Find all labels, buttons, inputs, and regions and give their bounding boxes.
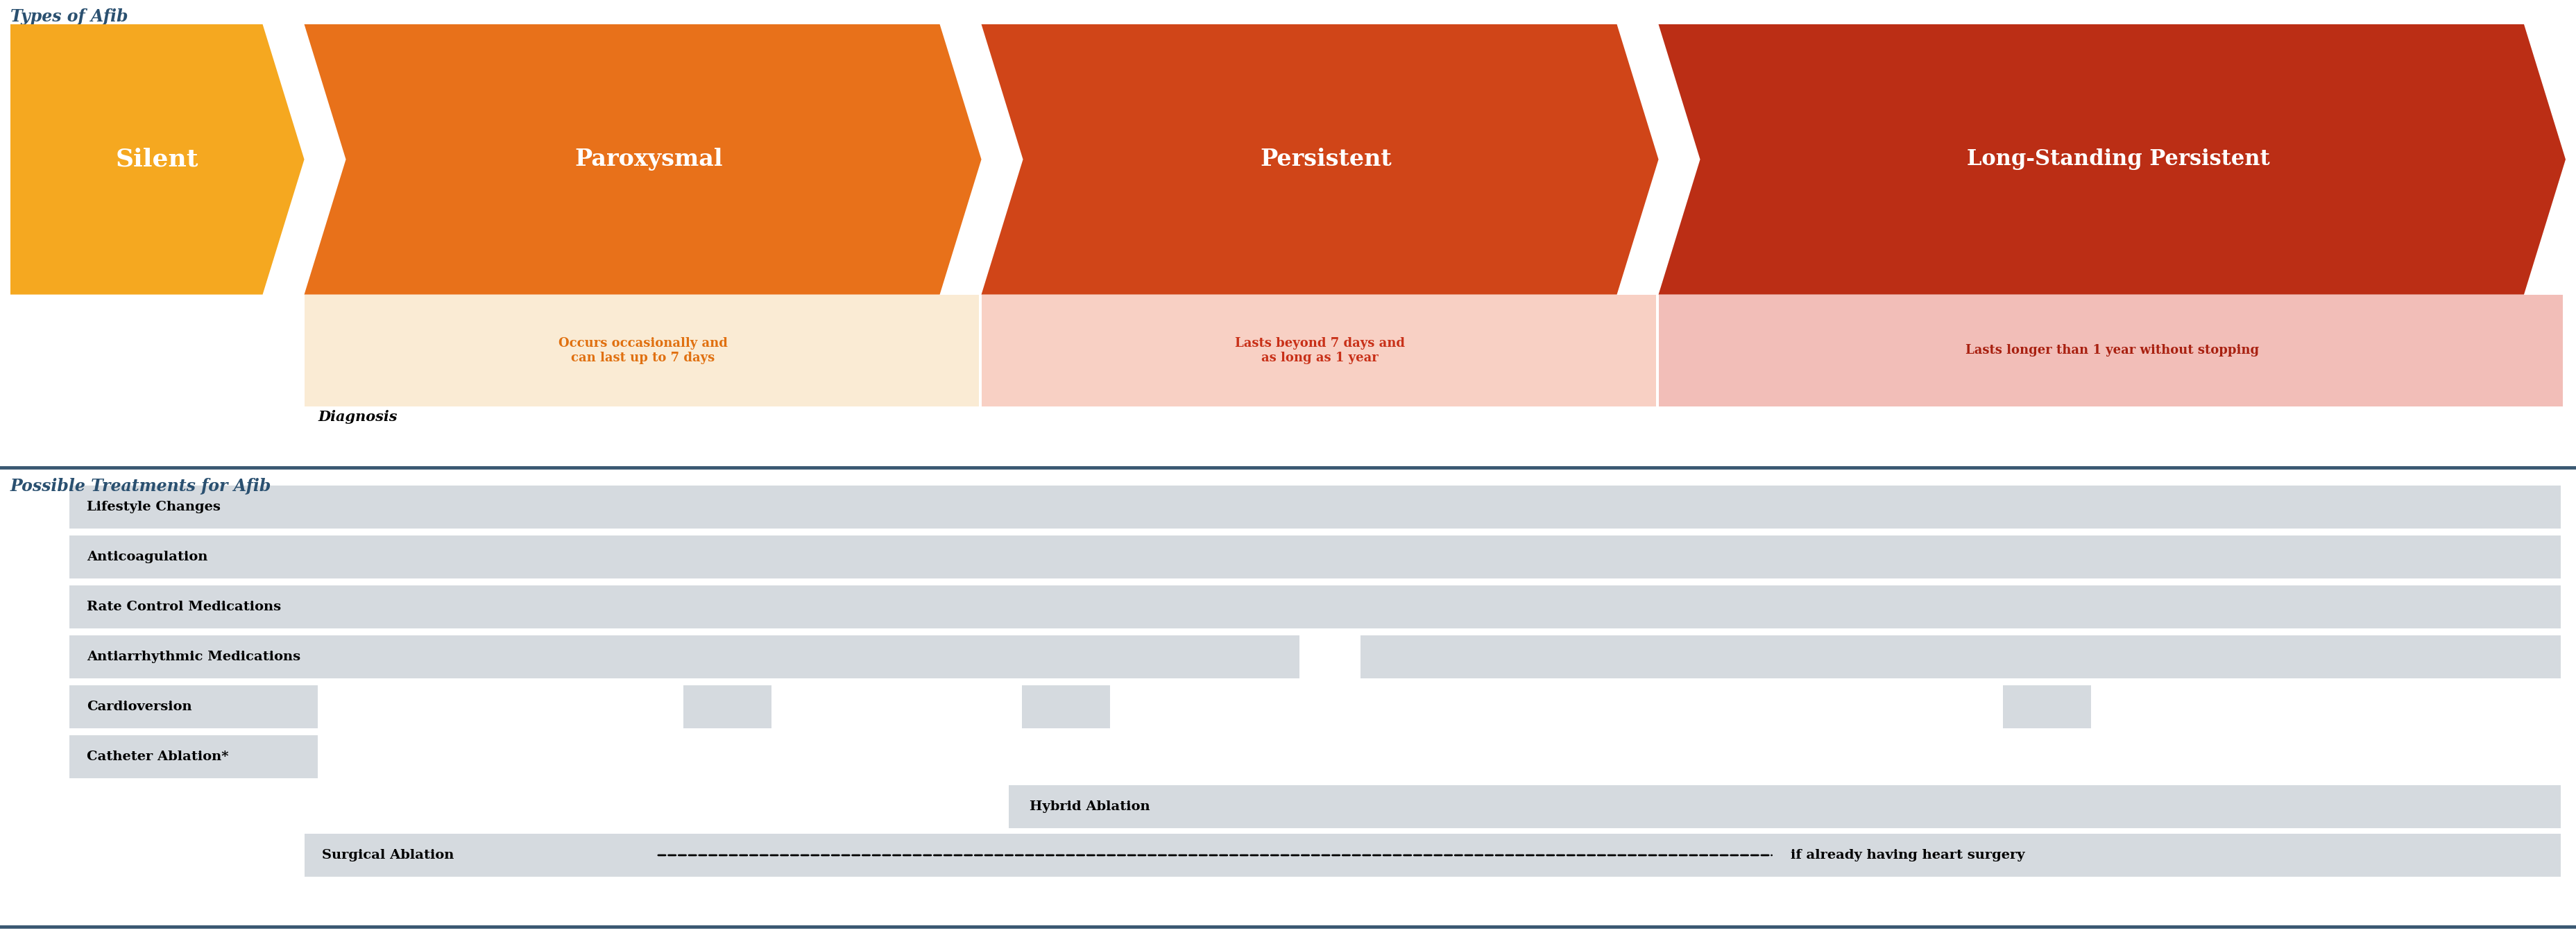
Polygon shape [981, 24, 1659, 295]
Text: Lifestyle Changes: Lifestyle Changes [88, 501, 222, 513]
Text: Lasts longer than 1 year without stopping: Lasts longer than 1 year without stoppin… [1965, 344, 2259, 357]
Text: if already having heart surgery: if already having heart surgery [1790, 849, 2025, 861]
Bar [70, 636, 317, 679]
Bar [1007, 785, 2561, 828]
Bar [1659, 295, 2563, 407]
Text: Silent: Silent [116, 148, 198, 171]
Text: Types of Afib: Types of Afib [10, 8, 129, 25]
Bar [70, 685, 317, 728]
Text: Anticoagulation: Anticoagulation [88, 551, 209, 563]
Bar [304, 295, 979, 407]
Polygon shape [10, 24, 304, 295]
Text: Occurs occasionally and
can last up to 7 days: Occurs occasionally and can last up to 7… [559, 338, 726, 364]
Bar [1023, 685, 1110, 728]
Bar [981, 295, 1656, 407]
Text: Diagnosis: Diagnosis [317, 410, 397, 424]
Text: Cardioversion: Cardioversion [88, 700, 191, 713]
Bar [70, 585, 317, 628]
Text: Possible Treatments for Afib: Possible Treatments for Afib [10, 478, 270, 495]
Text: Antiarrhythmic Medications: Antiarrhythmic Medications [88, 651, 301, 663]
Text: Paroxysmal: Paroxysmal [574, 148, 724, 171]
Text: Persistent: Persistent [1260, 148, 1391, 171]
Text: Hybrid Ablation: Hybrid Ablation [1030, 800, 1149, 813]
Bar [70, 735, 317, 778]
Bar [70, 485, 317, 528]
Bar [70, 536, 317, 579]
Polygon shape [304, 24, 981, 295]
Text: Rate Control Medications: Rate Control Medications [88, 600, 281, 613]
Bar [304, 485, 2561, 528]
Bar [304, 536, 2561, 579]
Bar [304, 834, 2561, 877]
Text: Surgical Ablation: Surgical Ablation [322, 849, 453, 861]
Bar [2004, 685, 2092, 728]
Bar [304, 636, 1301, 679]
Text: Long-Standing Persistent: Long-Standing Persistent [1968, 149, 2269, 170]
Bar [304, 585, 2561, 628]
Text: Catheter Ablation*: Catheter Ablation* [88, 751, 229, 763]
Polygon shape [1659, 24, 2566, 295]
Bar [683, 685, 770, 728]
Bar [1360, 636, 2561, 679]
Text: Lasts beyond 7 days and
as long as 1 year: Lasts beyond 7 days and as long as 1 yea… [1234, 338, 1404, 364]
